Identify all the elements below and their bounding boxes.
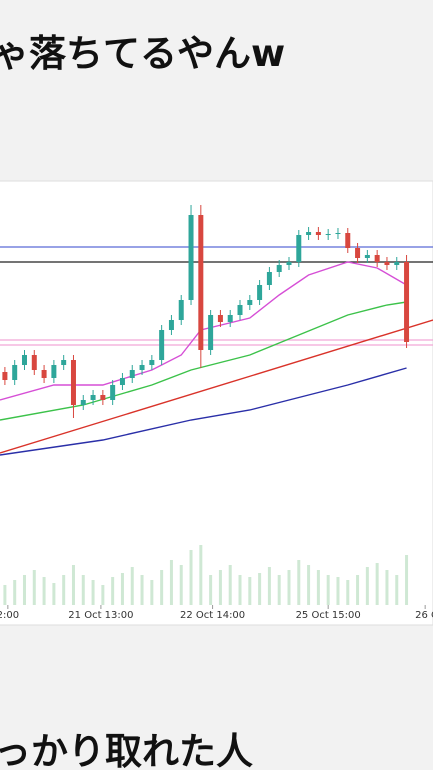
volume-bar [267,567,271,605]
candle-body [70,360,76,405]
indicator-line [0,319,433,454]
volume-bar [91,580,95,605]
candle-body [159,330,165,360]
candle-body [149,360,155,365]
volume-bar [199,545,203,605]
candle-body [2,372,8,380]
candle-body [355,248,361,258]
volume-bar [356,575,360,605]
candle-body [227,315,233,322]
candle-body [178,300,184,320]
candle-body [80,400,86,405]
x-tick-label: 25 Oct 15:00 [296,610,361,621]
volume-bar [287,570,291,605]
volume-bar [385,570,389,605]
x-tick-label: 22 Oct 14:00 [180,610,245,621]
volume-bar [32,570,36,605]
volume-bar [375,563,379,605]
candle-body [315,232,321,235]
candle-body [364,255,370,258]
volume-bar [209,575,213,605]
candle-body [61,360,67,365]
volume-bar [160,570,164,605]
volume-bar [120,573,124,605]
volume-bar [258,573,262,605]
volume-bar [297,560,301,605]
caption-top: ゃ落ちてるやんw [0,32,285,75]
candle-body [12,365,18,380]
volume-bar [179,565,183,605]
candle-body [306,232,312,235]
x-tick-label: 2:00 [0,610,19,621]
candle-body [31,355,37,370]
candle-body [21,355,27,365]
volume-bar [238,575,242,605]
volume-bar [130,567,134,605]
candle-body [345,233,351,248]
volume-bar [13,580,17,605]
volume-bar [307,565,311,605]
volume-bar [248,577,252,605]
candle-body [208,315,214,350]
volume-bar [150,580,154,605]
volume-bar [81,575,85,605]
candle-body [286,262,292,265]
volume-bar [365,567,369,605]
candle-body [335,233,341,234]
candle-body [100,395,106,400]
candle-body [188,215,194,300]
candle-body [90,395,96,400]
candle-body [198,215,204,350]
volume-bar [228,565,232,605]
volume-bar [22,575,26,605]
indicator-line [0,367,407,456]
candle-body [110,385,116,400]
candle-body [119,378,125,385]
candle-body [296,235,302,262]
volume-bar [405,555,409,605]
volume-bar [395,575,399,605]
candle-body [404,262,410,342]
volume-bar [140,575,144,605]
candle-body [129,370,135,378]
volume-bar [111,577,115,605]
candle-body [237,305,243,315]
volume-bar [42,577,46,605]
volume-bar [277,575,281,605]
volume-bar [169,560,173,605]
volume-bar [316,570,320,605]
volume-bar [71,565,75,605]
caption-bottom: っかり取れた人 [0,730,253,770]
candle-body [266,272,272,285]
volume-bar [218,570,222,605]
volume-bar [3,585,7,605]
candle-body [247,300,253,305]
volume-bar [189,550,193,605]
volume-bar [326,575,330,605]
candle-body [276,265,282,272]
volume-bar [336,577,340,605]
volume-bar [101,585,105,605]
candle-body [384,262,390,265]
candle-body [217,315,223,322]
candle-body [325,234,331,235]
candle-body [41,370,47,378]
volume-bar [62,575,66,605]
volume-bar [346,580,350,605]
x-tick-label: 21 Oct 13:00 [68,610,133,621]
candle-body [374,255,380,262]
candle-body [51,365,57,378]
x-tick-label: 26 O [415,610,433,621]
volume-bar [52,583,56,605]
candle-body [168,320,174,330]
indicator-line [0,301,407,421]
candle-body [139,365,145,370]
candle-body [394,262,400,265]
candle-body [257,285,263,300]
chart-panel [0,180,433,626]
indicator-line [0,261,407,401]
